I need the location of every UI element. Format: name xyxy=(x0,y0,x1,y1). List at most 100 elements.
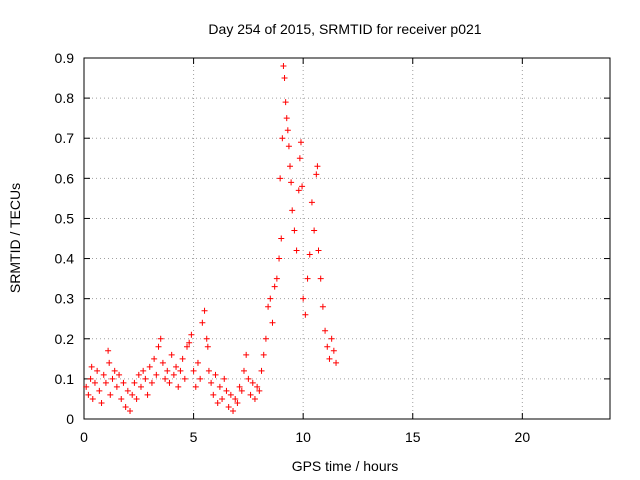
data-point xyxy=(317,275,324,282)
data-point xyxy=(131,379,138,386)
data-point xyxy=(326,355,333,362)
data-point xyxy=(201,307,208,314)
data-point xyxy=(221,375,228,382)
data-point xyxy=(102,379,109,386)
x-tick-label: 10 xyxy=(295,429,311,445)
data-point xyxy=(88,363,95,370)
data-point xyxy=(148,379,155,386)
data-point xyxy=(262,335,269,342)
data-point xyxy=(293,247,300,254)
data-point xyxy=(100,371,107,378)
data-point xyxy=(302,311,309,318)
data-point xyxy=(118,395,125,402)
data-point xyxy=(192,383,199,390)
data-point xyxy=(299,183,306,190)
data-point xyxy=(153,371,160,378)
data-point xyxy=(306,251,313,258)
data-point xyxy=(260,351,267,358)
data-point xyxy=(223,387,230,394)
data-point xyxy=(304,275,311,282)
data-point xyxy=(276,255,283,262)
x-tick-label: 15 xyxy=(405,429,421,445)
data-point xyxy=(184,343,191,350)
data-point xyxy=(177,367,184,374)
y-tick-label: 0.5 xyxy=(55,210,75,226)
data-point xyxy=(194,359,201,366)
y-tick-label: 0 xyxy=(66,411,74,427)
data-point xyxy=(105,347,112,354)
x-tick-label: 0 xyxy=(80,429,88,445)
data-point xyxy=(168,351,175,358)
data-point xyxy=(281,75,288,82)
data-point xyxy=(282,99,289,106)
data-point xyxy=(265,303,272,310)
y-tick-label: 0.7 xyxy=(55,130,75,146)
data-point xyxy=(287,163,294,170)
data-point xyxy=(83,383,90,390)
data-point xyxy=(230,407,237,414)
data-point xyxy=(240,367,247,374)
data-point xyxy=(245,375,252,382)
data-point xyxy=(311,227,318,234)
data-point xyxy=(225,403,232,410)
data-point xyxy=(234,399,241,406)
data-point xyxy=(212,371,219,378)
data-point xyxy=(284,127,291,134)
data-point xyxy=(85,391,92,398)
data-point xyxy=(269,319,276,326)
y-tick-label: 0.4 xyxy=(55,251,75,267)
data-point xyxy=(315,247,322,254)
data-point xyxy=(120,379,127,386)
data-point xyxy=(181,375,188,382)
data-point xyxy=(170,371,177,378)
data-point xyxy=(296,155,303,162)
data-point xyxy=(124,387,131,394)
data-point xyxy=(113,383,120,390)
data-points xyxy=(83,63,340,414)
data-point xyxy=(271,283,278,290)
data-point xyxy=(133,395,140,402)
y-tick-label: 0.9 xyxy=(55,50,75,66)
data-point xyxy=(267,295,274,302)
data-point xyxy=(283,115,290,122)
grid-lines xyxy=(84,58,610,419)
data-point xyxy=(227,391,234,398)
data-point xyxy=(140,367,147,374)
data-point xyxy=(314,163,321,170)
data-point xyxy=(295,187,302,194)
data-point xyxy=(333,359,340,366)
data-point xyxy=(291,227,298,234)
data-point xyxy=(205,367,212,374)
data-point xyxy=(289,207,296,214)
data-point xyxy=(188,331,195,338)
data-point xyxy=(162,375,169,382)
data-point xyxy=(175,383,182,390)
y-tick-label: 0.3 xyxy=(55,291,75,307)
y-axis-label: SRMTID / TECUs xyxy=(7,183,23,293)
data-point xyxy=(322,327,329,334)
data-point xyxy=(98,399,105,406)
data-point xyxy=(157,335,164,342)
data-point xyxy=(219,395,226,402)
data-point xyxy=(238,387,245,394)
data-point xyxy=(280,63,287,70)
data-point xyxy=(129,391,136,398)
data-point xyxy=(107,391,114,398)
data-point xyxy=(166,379,173,386)
data-point xyxy=(330,347,337,354)
data-point xyxy=(142,375,149,382)
data-point xyxy=(243,351,250,358)
x-tick-label: 5 xyxy=(190,429,198,445)
y-tick-label: 0.8 xyxy=(55,90,75,106)
data-point xyxy=(164,367,171,374)
data-point xyxy=(273,275,280,282)
data-point xyxy=(173,363,180,370)
data-point xyxy=(232,395,239,402)
data-point xyxy=(236,383,243,390)
data-point xyxy=(297,139,304,146)
data-point xyxy=(197,375,204,382)
y-tick-label: 0.2 xyxy=(55,331,75,347)
data-point xyxy=(122,403,129,410)
data-point xyxy=(324,343,331,350)
